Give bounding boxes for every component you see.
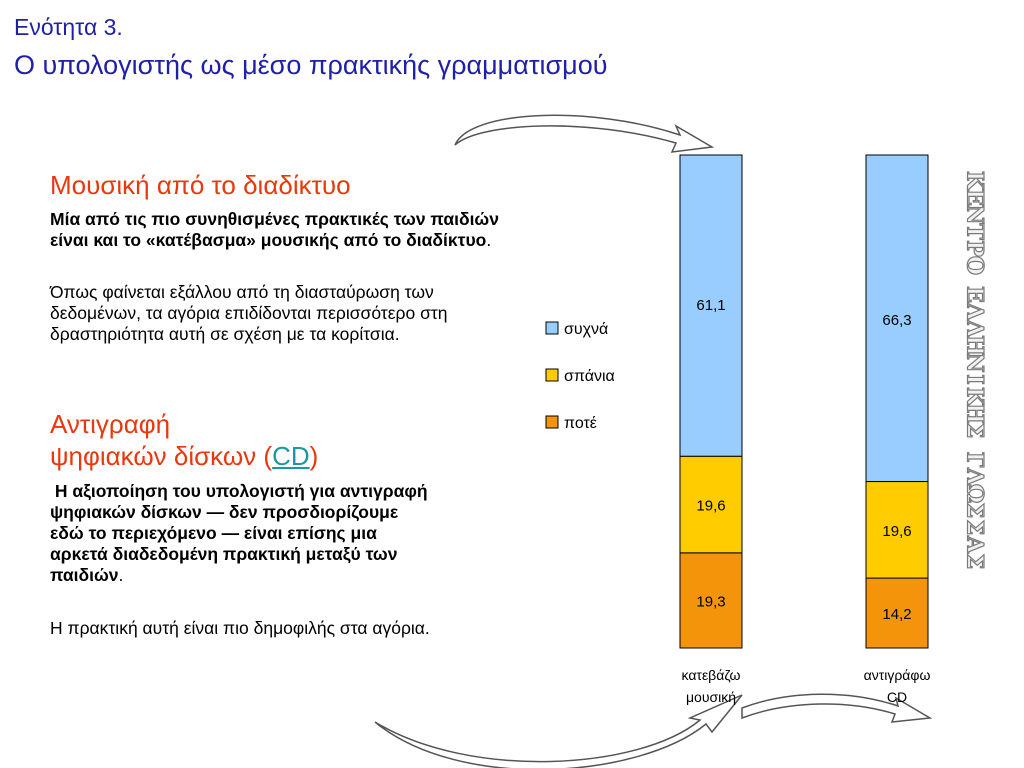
music-paragraph: Όπως φαίνεται εξάλλου από τη διασταύρωση… xyxy=(50,282,448,344)
page-title: Ο υπολογιστής ως μέσο πρακτικής γραμματι… xyxy=(14,50,608,80)
cd-heading-paren-open: ( xyxy=(263,441,273,471)
cd-link[interactable]: CD xyxy=(272,441,310,471)
music-heading: Μουσική από το διαδίκτυο xyxy=(50,170,351,200)
cd-heading: Αντιγραφή ψηφιακών δίσκων (CD) xyxy=(50,408,318,472)
data-label-σπάνια-0: 19,6 xyxy=(696,498,725,515)
cd-heading-line2: ψηφιακών δίσκων (CD) xyxy=(50,440,318,472)
music-bold-paragraph: Μία από τις πιο συνηθισμένες πρακτικές τ… xyxy=(50,209,510,251)
cd-bold-suffix: . xyxy=(118,565,124,585)
decorative-arrows xyxy=(374,114,933,768)
legend-label-ποτέ: ποτέ xyxy=(564,415,597,432)
cd-heading-paren-close: ) xyxy=(309,441,319,471)
bar-segment-ποτέ-0 xyxy=(679,552,743,649)
data-label-σπάνια-1: 19,6 xyxy=(882,523,911,540)
bar-segment-σπάνια-0 xyxy=(679,455,743,554)
cd-bold-paragraph: Η αξιοποίηση του υπολογιστή για αντιγραφ… xyxy=(50,481,430,586)
cd-bold-text: Η αξιοποίηση του υπολογιστή για αντιγραφ… xyxy=(50,481,428,585)
legend-swatch-ποτέ xyxy=(545,415,559,429)
curved-arrow-top xyxy=(454,114,715,153)
legend-swatch-συχνά xyxy=(545,321,559,335)
section-number: Ενότητα 3. xyxy=(14,14,123,40)
cd-paragraph: Η πρακτική αυτή είναι πιο δημοφιλής στα … xyxy=(50,618,430,638)
music-bold-suffix: . xyxy=(486,230,492,250)
cd-heading-line2-text: ψηφιακών δίσκων xyxy=(50,441,257,471)
category-label-1-0: αντιγράφω xyxy=(864,667,931,683)
legend-swatch-σπάνια xyxy=(545,368,559,382)
chart-legend: συχνά σπάνια ποτέ xyxy=(545,321,615,432)
category-label-0-0: κατεβάζω xyxy=(681,667,740,683)
data-label-ποτέ-0: 19,3 xyxy=(696,593,725,610)
chart-bars: 19,3 19,6 61,1 14,2 19,6 66,3 xyxy=(679,154,929,649)
category-labels: κατεβάζω μουσική αντιγράφω CD xyxy=(681,667,930,705)
legend-label-σπάνια: σπάνια xyxy=(564,368,615,385)
legend-label-συχνά: συχνά xyxy=(564,321,608,338)
cd-heading-line1: Αντιγραφή xyxy=(50,409,171,439)
bar-segment-συχνά-1 xyxy=(865,154,929,483)
data-label-συχνά-0: 61,1 xyxy=(696,297,725,314)
category-label-1-1: CD xyxy=(887,689,907,705)
data-label-ποτέ-1: 14,2 xyxy=(882,606,911,623)
bar-segment-ποτέ-1 xyxy=(865,577,929,649)
data-label-συχνά-1: 66,3 xyxy=(882,312,911,329)
curved-arrow-bottom xyxy=(374,694,743,768)
category-label-0-1: μουσική xyxy=(686,689,736,705)
curved-arrow-bottom-right xyxy=(741,693,933,723)
bar-segment-συχνά-0 xyxy=(679,154,743,457)
music-bold-text: Μία από τις πιο συνηθισμένες πρακτικές τ… xyxy=(50,209,499,250)
watermark-char: Σ xyxy=(961,553,988,570)
